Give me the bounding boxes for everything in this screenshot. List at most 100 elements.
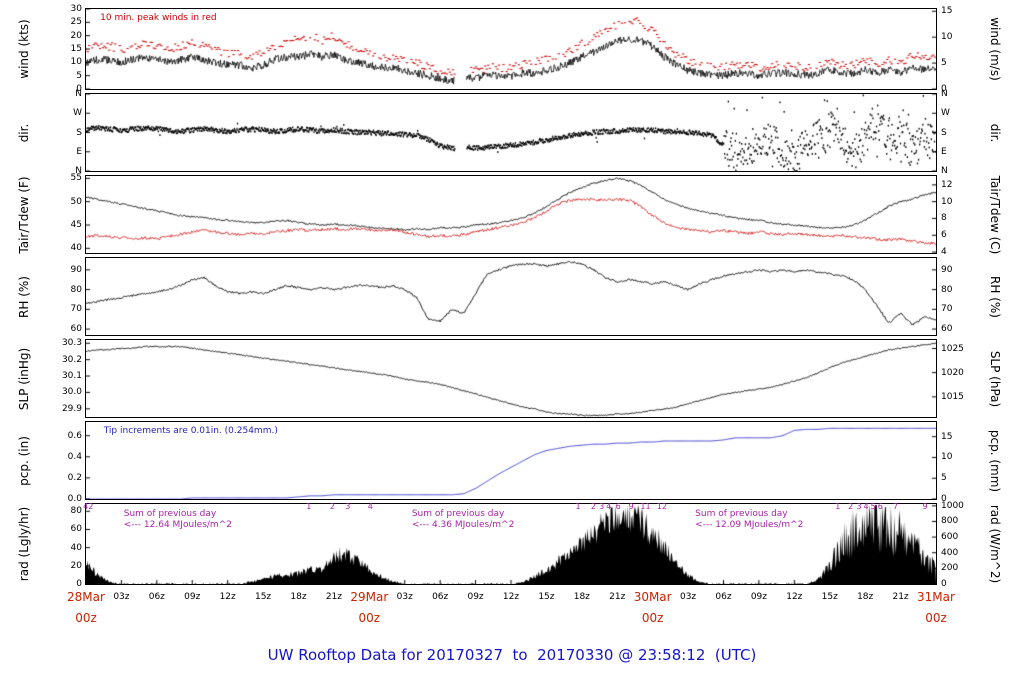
ytick-right-pcp: 10 [941,452,953,463]
x-day-label-00z: 00z [641,611,664,625]
panel-canvas-slp [86,340,936,417]
x-day-label: 30Mar [633,590,672,604]
tip-count-mark: 7 [893,502,899,511]
ytick-right-dir: N [941,89,948,99]
ytick-left-dir: S [76,127,82,138]
ytick-left-pcp: 0.2 [67,472,82,483]
tip-count-mark: 12 [656,502,668,511]
tip-count-mark: 1 [835,502,841,511]
panel-canvas-dir [86,94,936,171]
ytick-left-rad: 20 [70,560,82,571]
y-axis-label-right-rad: rad (W/m^2) [988,504,1002,584]
ytick-right-wind: 5 [941,58,947,69]
tip-count-mark: 3 [345,502,351,511]
tip-count-mark: 3 [856,502,862,511]
ytick-right-rad: 1000 [941,500,964,511]
panel-slp [85,339,937,418]
tip-count-mark: 6 [615,502,621,511]
panel-wind [85,8,937,90]
rad-sum-note-line1: Sum of previous day [411,509,505,519]
tip-count-mark: 4 [863,502,869,511]
x-tick-label: 03z [396,592,413,602]
x-day-label: 28Mar [67,590,105,604]
tip-count-mark: 42 [83,502,94,511]
chart-title: UW Rooftop Data for 20170327 to 20170330… [267,646,757,664]
x-tick-label: 09z [750,592,767,602]
ytick-right-dir: N [941,166,948,176]
ytick-right-rad: 200 [941,563,959,574]
ytick-left-wind: 20 [70,30,82,41]
panel-canvas-temp [86,176,936,253]
ytick-left-slp: 30.3 [61,338,82,349]
panel-rh [85,257,937,336]
x-day-label: 31Mar [917,590,955,604]
ytick-right-pcp: 5 [941,473,947,484]
panel-canvas-wind [86,9,936,89]
panel-temp [85,175,937,254]
ytick-right-rh: 60 [941,324,953,335]
ytick-right-slp: 1015 [941,391,964,402]
ytick-right-slp: 1025 [941,343,964,354]
y-axis-label-left-rad: rad (Lgly/hr) [17,506,31,582]
tip-count-mark: 1 [575,502,581,511]
ytick-left-rh: 90 [70,264,82,275]
x-day-label-00z: 00z [75,611,97,625]
x-day-label: 29Mar [350,590,389,604]
ytick-left-pcp: 0.6 [67,430,82,441]
ytick-left-temp: 40 [70,243,82,254]
y-axis-label-right-pcp: pcp. (mm) [988,429,1002,492]
ytick-right-wind: 15 [941,6,953,17]
x-tick-label: 15z [254,592,272,602]
ytick-left-wind: 10 [70,57,82,68]
ytick-left-rad: 40 [70,542,82,553]
tip-count-mark: 4 [606,502,612,511]
ytick-right-wind: 0 [941,84,947,94]
x-tick-label: 12z [502,592,520,602]
tip-count-mark: 9 [922,502,928,511]
ytick-right-temp: 10 [941,196,953,207]
panel-dir [85,93,937,172]
ytick-right-slp: 1020 [941,367,964,378]
ytick-right-temp: 12 [941,179,953,190]
ytick-left-slp: 29.9 [61,403,82,414]
ytick-right-dir: E [941,146,947,157]
ytick-right-wind: 10 [941,32,953,43]
tip-count-mark: 2 [590,502,596,511]
ytick-right-dir: S [941,127,947,138]
ytick-right-temp: 6 [941,230,947,241]
ytick-right-rad: 0 [941,579,947,589]
x-tick-label: 18z [857,592,874,602]
ytick-left-slp: 30.2 [61,354,82,365]
y-axis-label-right-wind: wind (m/s) [988,17,1002,81]
x-tick-label: 06z [148,592,165,602]
y-axis-label-right-temp: Tair/Tdew (C) [988,175,1002,254]
tip-count-mark: 1 [306,502,312,511]
x-tick-label: 03z [113,592,130,602]
x-tick-label: 21z [892,592,909,602]
ytick-left-rad: 80 [70,506,82,517]
ytick-right-dir: W [941,108,950,119]
ytick-left-wind: 0 [76,84,82,94]
x-tick-label: 15z [538,592,555,602]
y-axis-label-left-slp: SLP (inHg) [17,347,31,410]
annotation-peak-note: 10 min. peak winds in red [100,13,217,23]
panel-canvas-pcp [86,422,936,499]
ytick-left-temp: 55 [70,173,82,184]
y-axis-label-left-dir: dir. [17,123,31,142]
ytick-right-rh: 90 [941,264,953,275]
x-tick-label: 15z [821,592,838,602]
ytick-right-rh: 80 [941,284,953,295]
ytick-left-dir: N [75,89,82,99]
panel-canvas-rad [86,504,936,584]
ytick-right-rh: 70 [941,304,953,315]
panel-pcp [85,421,937,500]
ytick-left-pcp: 0.0 [67,494,82,504]
ytick-left-rh: 80 [70,284,82,295]
x-tick-label: 18z [573,592,590,602]
y-axis-label-right-rh: RH (%) [988,275,1002,318]
x-tick-label: 06z [432,592,449,602]
tip-count-mark: 9 [628,502,634,511]
x-tick-label: 06z [715,592,732,602]
ytick-left-dir: W [73,108,82,119]
